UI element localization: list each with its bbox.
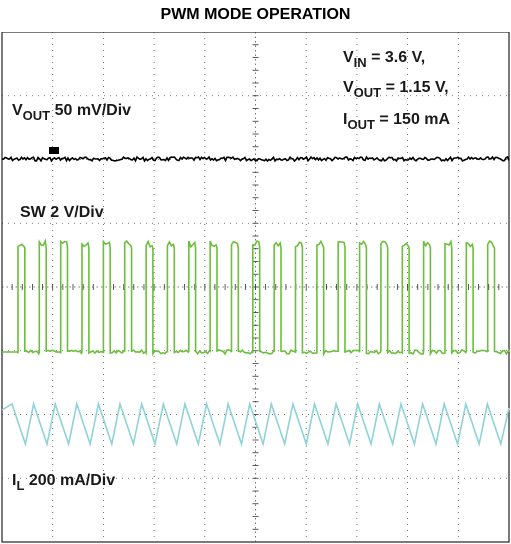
oscilloscope-plot: VOUT 50 mV/Div SW 2 V/Div IL 200 mA/Div … xyxy=(1,32,510,543)
plot-frame xyxy=(1,32,510,543)
il-trace xyxy=(1,400,510,448)
vout-trace xyxy=(1,155,510,163)
vin-annotation: VIN = 3.6 V, xyxy=(343,49,425,70)
sw-channel-label: SW 2 V/Div xyxy=(20,204,104,221)
iout-annotation: IOUT = 150 mA xyxy=(343,111,451,132)
il-channel-label: IL 200 mA/Div xyxy=(12,472,115,493)
vout-annotation: VOUT = 1.15 V, xyxy=(343,79,449,100)
trigger-marker xyxy=(49,147,59,154)
vout-channel-label: VOUT 50 mV/Div xyxy=(12,102,131,123)
chart-title: PWM MODE OPERATION xyxy=(160,6,351,23)
sw-trace xyxy=(2,238,510,358)
traces xyxy=(1,155,510,448)
